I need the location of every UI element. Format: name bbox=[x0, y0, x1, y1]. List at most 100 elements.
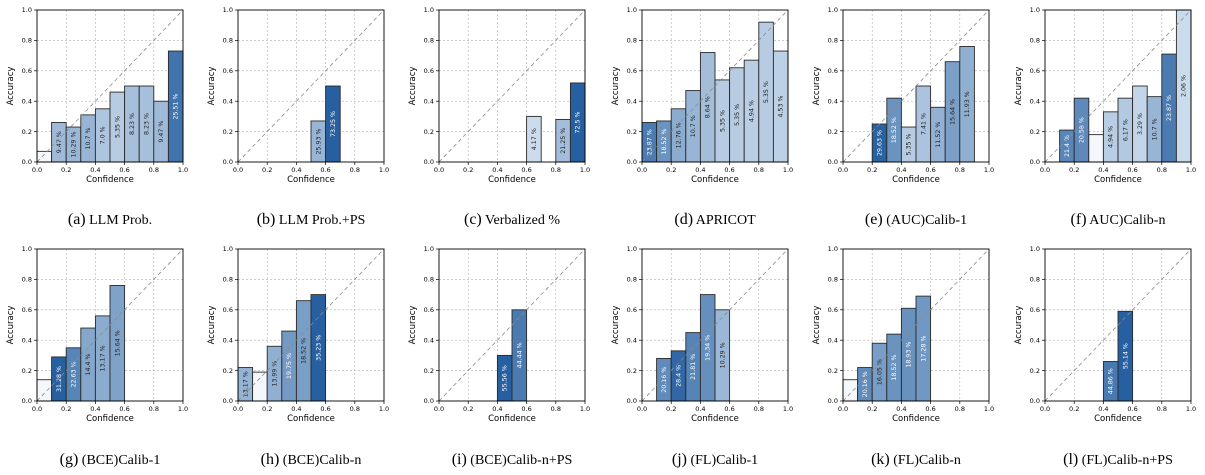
subfigure-caption: (i) (BCE)Calib-n+PS bbox=[412, 451, 612, 469]
x-tick-label: 0.2 bbox=[666, 405, 676, 413]
y-tick-label: 0.4 bbox=[223, 97, 233, 105]
y-tick-label: 1.0 bbox=[223, 245, 233, 253]
bar bbox=[1088, 134, 1104, 163]
bar-data-label: 18.93 % bbox=[906, 342, 913, 368]
x-axis-label: Confidence bbox=[86, 175, 134, 185]
x-tick-label: 0.2 bbox=[262, 166, 272, 174]
x-tick-label: 1.0 bbox=[984, 405, 994, 413]
plot-frame bbox=[1044, 248, 1192, 402]
y-tick-label: 0.6 bbox=[1030, 306, 1040, 314]
caption-tag: (k) bbox=[871, 451, 890, 468]
x-tick-label: 0.6 bbox=[320, 166, 330, 174]
y-tick-label: 0.8 bbox=[424, 276, 434, 284]
caption-text: Verbalized % bbox=[481, 213, 561, 228]
bar-data-label: 18.52 % bbox=[301, 338, 308, 364]
bar-data-label: 9.47 % bbox=[158, 121, 165, 143]
bar-data-label: 4.53 % bbox=[778, 96, 785, 118]
y-tick-label: 0.8 bbox=[22, 37, 32, 45]
x-tick-label: 1.0 bbox=[379, 166, 389, 174]
caption-tag: (h) bbox=[260, 451, 280, 468]
x-tick-label: 0.4 bbox=[492, 166, 502, 174]
perfect-calibration-line bbox=[36, 248, 184, 402]
plot-frame bbox=[641, 9, 789, 163]
subfigure-caption: (c) Verbalized % bbox=[412, 211, 612, 229]
perfect-calibration-line bbox=[842, 9, 990, 163]
x-tick-label: 0.4 bbox=[1098, 405, 1108, 413]
perfect-calibration-line bbox=[438, 248, 586, 402]
x-tick-label: 0.2 bbox=[61, 166, 71, 174]
x-tick-label: 0.6 bbox=[925, 405, 935, 413]
reliability-chart-f: 21.4 % 20.58 % 4.94 % 6.17 % 3.29 % 10.7 % 23.… bbox=[1014, 6, 1196, 185]
subfigure-caption: (e) (AUC)Calib-1 bbox=[816, 211, 1016, 229]
y-axis-label: Accuracy bbox=[611, 306, 621, 345]
x-axis-label: Confidence bbox=[86, 414, 134, 424]
bar-data-label: 13.17 % bbox=[242, 371, 249, 397]
bar-data-label: 23.87 % bbox=[646, 129, 653, 155]
bar-data-label: 15.64 % bbox=[114, 330, 121, 356]
bar-data-label: 5.35 % bbox=[114, 116, 121, 138]
bar-data-label: 21.25 % bbox=[560, 128, 567, 154]
y-axis-label: Accuracy bbox=[207, 67, 217, 106]
y-tick-label: 0.0 bbox=[223, 158, 233, 166]
subfigure-caption: (a) LLM Prob. bbox=[10, 211, 210, 229]
bar-data-label: 25.51 % bbox=[173, 93, 180, 119]
x-tick-label: 0.8 bbox=[1157, 405, 1167, 413]
caption-text: APRICOT bbox=[693, 213, 756, 228]
y-tick-label: 0.2 bbox=[223, 128, 233, 136]
y-tick-label: 0.8 bbox=[1030, 276, 1040, 284]
y-tick-label: 0.2 bbox=[1030, 367, 1040, 375]
reliability-chart-l: 44.86 % 55.14 % 0.00.0 0.2 0.2 0.4 0.4 0.6 0.6 0.… bbox=[1014, 245, 1196, 424]
bar-data-label: 10.7 % bbox=[85, 127, 92, 149]
y-tick-label: 0.2 bbox=[627, 128, 637, 136]
y-tick-label: 0.8 bbox=[828, 276, 838, 284]
subfigure-caption: (b) LLM Prob.+PS bbox=[211, 211, 411, 229]
y-axis-label: Accuracy bbox=[1014, 306, 1024, 345]
plot-frame bbox=[36, 9, 184, 163]
y-tick-label: 0.6 bbox=[627, 306, 637, 314]
plot-frame bbox=[438, 9, 586, 163]
y-tick-label: 0.0 bbox=[828, 397, 838, 405]
x-tick-label: 0.0 bbox=[434, 405, 444, 413]
y-tick-label: 0.0 bbox=[22, 158, 32, 166]
y-tick-label: 0.4 bbox=[223, 336, 233, 344]
subfigure-caption: (d) APRICOT bbox=[615, 211, 815, 229]
x-tick-label: 0.0 bbox=[637, 405, 647, 413]
x-tick-label: 0.2 bbox=[463, 166, 473, 174]
y-tick-label: 1.0 bbox=[1030, 6, 1040, 14]
caption-text: (BCE)Calib-n+PS bbox=[466, 453, 573, 468]
y-tick-label: 0.4 bbox=[828, 97, 838, 105]
caption-tag: (j) bbox=[671, 451, 687, 468]
perfect-calibration-line bbox=[438, 9, 586, 163]
x-tick-label: 0.6 bbox=[724, 166, 734, 174]
x-tick-label: 0.8 bbox=[350, 166, 360, 174]
y-axis-label: Accuracy bbox=[611, 67, 621, 106]
bar-data-label: 21.4 % bbox=[1064, 135, 1071, 157]
bar-data-label: 5.35 % bbox=[719, 110, 726, 132]
bar-data-label: 4.94 % bbox=[749, 100, 756, 122]
bar-data-label: 31.28 % bbox=[56, 366, 63, 392]
bar bbox=[36, 379, 53, 402]
plot-frame bbox=[237, 9, 385, 163]
x-tick-label: 0.6 bbox=[119, 166, 129, 174]
bar-data-label: 20.58 % bbox=[1079, 117, 1086, 143]
x-tick-label: 0.4 bbox=[90, 166, 100, 174]
bar-data-label: 29.63 % bbox=[877, 130, 884, 156]
y-tick-label: 0.4 bbox=[627, 336, 637, 344]
x-tick-label: 0.8 bbox=[551, 166, 561, 174]
y-tick-label: 0.6 bbox=[223, 306, 233, 314]
x-tick-label: 0.2 bbox=[666, 166, 676, 174]
x-axis-label: Confidence bbox=[691, 414, 739, 424]
y-tick-label: 0.2 bbox=[1030, 128, 1040, 136]
y-axis-label: Accuracy bbox=[6, 306, 16, 345]
x-tick-label: 0.6 bbox=[724, 405, 734, 413]
y-tick-label: 1.0 bbox=[22, 6, 32, 14]
x-tick-label: 0.0 bbox=[1040, 405, 1050, 413]
x-tick-label: 0.6 bbox=[119, 405, 129, 413]
x-tick-label: 0.4 bbox=[896, 405, 906, 413]
x-tick-label: 0.2 bbox=[262, 405, 272, 413]
x-tick-label: 0.8 bbox=[955, 405, 965, 413]
bar-data-label: 19.34 % bbox=[705, 335, 712, 361]
y-tick-label: 0.0 bbox=[1030, 397, 1040, 405]
bar-data-label: 35.23 % bbox=[315, 335, 322, 361]
bar-data-label: 22.63 % bbox=[71, 361, 78, 387]
